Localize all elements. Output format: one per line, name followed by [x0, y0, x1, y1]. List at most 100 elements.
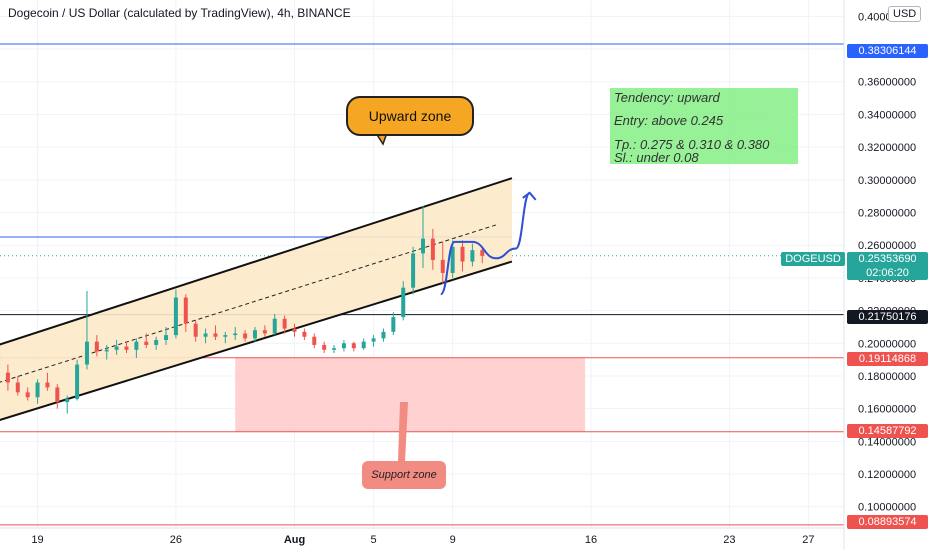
- x-tick-labels: 19 26 Aug 5 9 16 23 27: [31, 534, 814, 546]
- info-sl: Sl.: under 0.08: [614, 150, 699, 165]
- y-tick-label: 0.36000000: [858, 77, 916, 89]
- x-tick-label: 5: [371, 534, 377, 546]
- support-zone-label: Support zone: [371, 469, 437, 481]
- info-tp: Tp.: 0.275 & 0.310 & 0.380: [614, 137, 770, 152]
- candles: [0, 205, 485, 414]
- candle-body: [262, 330, 267, 334]
- y-tick-label: 0.26000000: [858, 240, 916, 252]
- candle-body: [114, 346, 119, 350]
- candle-body: [223, 335, 228, 337]
- y-tick-label: 0.32000000: [858, 142, 916, 154]
- support-callout-pointer: [398, 402, 408, 462]
- candle-body: [322, 344, 327, 350]
- channel-fill: [0, 178, 512, 420]
- support-bottom-price-label: 0.14587792: [847, 424, 928, 438]
- y-tick-label: 0.28000000: [858, 208, 916, 220]
- candle-body: [213, 333, 218, 337]
- y-tick-label: 0.18000000: [858, 371, 916, 383]
- y-tick-label: 0.34000000: [858, 109, 916, 121]
- candle-body: [282, 318, 287, 329]
- candle-body: [381, 331, 386, 339]
- zones: [235, 357, 586, 432]
- trade-info-box: Tendency: upward Entry: above 0.245 Tp.:…: [610, 88, 798, 165]
- info-tendency: Tendency: upward: [614, 90, 720, 105]
- candle-body: [25, 392, 30, 398]
- candle-body: [351, 343, 356, 349]
- y-tick-label: 0.16000000: [858, 404, 916, 416]
- support-top-price-label: 0.19114868: [847, 352, 928, 366]
- candle-body: [124, 346, 129, 350]
- candle-body: [164, 335, 169, 341]
- upward-zone-callout: Upward zone: [346, 96, 474, 136]
- candle-body: [302, 331, 307, 337]
- y-tick-label: 0.20000000: [858, 338, 916, 350]
- candle-body: [104, 349, 109, 352]
- x-tick-label: 19: [31, 534, 43, 546]
- projection-curve: [439, 191, 531, 296]
- symbol-tag: DOGEUSD: [781, 252, 845, 266]
- x-tick-label: 23: [723, 534, 735, 546]
- bar-countdown: 02:06:20: [866, 267, 909, 279]
- support-zone-callout: Support zone: [362, 461, 446, 489]
- candle-body: [292, 328, 297, 332]
- candle-body: [272, 318, 277, 334]
- x-tick-label: Aug: [284, 534, 305, 546]
- candle-body: [173, 297, 178, 336]
- resistance-price-label: 0.38306144: [847, 44, 928, 58]
- candle-body: [332, 348, 337, 350]
- y-tick-label: 0.12000000: [858, 469, 916, 481]
- candle-body: [15, 382, 20, 393]
- candle-body: [94, 341, 99, 352]
- y-tick-label: 0.14000000: [858, 436, 916, 448]
- candle-body: [401, 287, 406, 318]
- candle-body: [134, 341, 139, 350]
- current-price-label: 0.25353690 02:06:20: [847, 252, 928, 280]
- current-price: 0.25353690: [858, 253, 917, 265]
- pivot-price-label: 0.21750176: [847, 310, 928, 324]
- candle-body: [35, 382, 40, 398]
- candle-body: [361, 341, 366, 349]
- x-tick-label: 16: [585, 534, 597, 546]
- candle-body: [233, 333, 238, 336]
- candle-body: [470, 250, 475, 262]
- candle-body: [391, 317, 396, 332]
- candle-body: [55, 387, 60, 403]
- candle-body: [312, 336, 317, 345]
- candle-body: [183, 297, 188, 324]
- x-tick-label: 27: [802, 534, 814, 546]
- candle-body: [341, 343, 346, 349]
- candle-body: [84, 341, 89, 365]
- projection-path: [439, 191, 537, 296]
- upward-zone-label: Upward zone: [368, 108, 452, 124]
- candle-body: [75, 364, 80, 399]
- candle-body: [480, 250, 485, 256]
- candle-body: [460, 246, 465, 262]
- candle-body: [252, 330, 257, 339]
- info-entry: Entry: above 0.245: [614, 113, 724, 128]
- candle-body: [154, 340, 159, 345]
- chart-title: Dogecoin / US Dollar (calculated by Trad…: [8, 6, 351, 20]
- stop-price-label: 0.08893574: [847, 515, 928, 529]
- y-tick-label: 0.30000000: [858, 175, 916, 187]
- candle-body: [243, 333, 248, 339]
- currency-button[interactable]: USD: [888, 6, 922, 22]
- price-axis: [0, 0, 845, 550]
- x-tick-label: 26: [170, 534, 182, 546]
- candle-body: [430, 238, 435, 260]
- candle-body: [411, 253, 416, 288]
- candle-body: [193, 323, 198, 337]
- candle-body: [420, 238, 425, 254]
- arrow-head-icon: [522, 191, 537, 201]
- x-tick-label: 9: [450, 534, 456, 546]
- candle-body: [371, 338, 376, 342]
- candle-body: [45, 382, 50, 388]
- candle-body: [65, 398, 70, 403]
- candle-body: [440, 259, 445, 273]
- y-tick-label: 0.10000000: [858, 502, 916, 514]
- candle-body: [5, 372, 10, 383]
- candle-body: [203, 333, 208, 337]
- candle-body: [144, 341, 149, 345]
- candle-body: [450, 246, 455, 273]
- support-zone-box: [235, 357, 586, 432]
